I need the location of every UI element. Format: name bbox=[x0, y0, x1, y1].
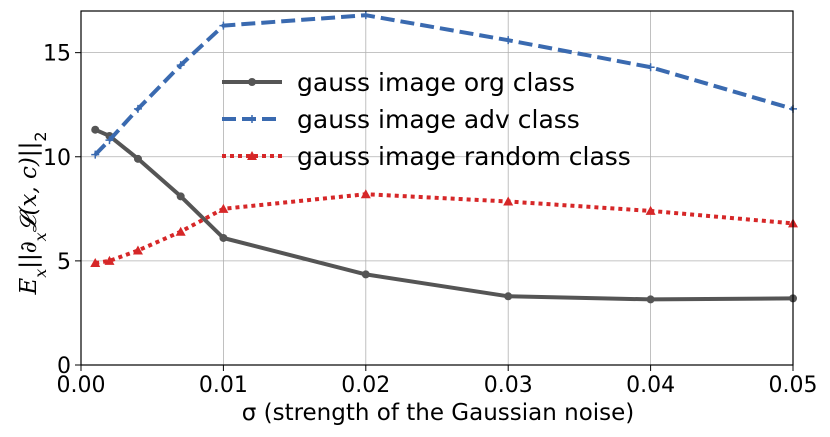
y-tick-label: 10 bbox=[43, 146, 71, 171]
data-point bbox=[504, 292, 513, 301]
series-line bbox=[94, 192, 794, 265]
data-point bbox=[645, 205, 656, 215]
x-tick-label: 0.05 bbox=[769, 373, 818, 398]
legend-item: gauss image org class bbox=[222, 68, 575, 97]
data-point bbox=[176, 61, 185, 70]
y-axis-ticks: 0 5 10 15 bbox=[43, 42, 81, 379]
legend-item: gauss image random class bbox=[222, 142, 631, 171]
data-point bbox=[360, 189, 371, 199]
data-point bbox=[219, 21, 228, 30]
legend-marker bbox=[248, 78, 256, 86]
x-axis-label: σ (strength of the Gaussian noise) bbox=[242, 400, 635, 426]
data-point bbox=[646, 63, 655, 72]
x-axis-ticks: 0.00 0.01 0.02 0.03 0.04 0.05 bbox=[57, 365, 818, 398]
x-tick-label: 0.01 bbox=[199, 373, 248, 398]
data-point bbox=[104, 255, 115, 265]
data-point bbox=[90, 257, 101, 267]
y-label-e: E bbox=[16, 278, 42, 296]
legend-item: gauss image adv class bbox=[222, 105, 580, 134]
data-point bbox=[176, 192, 185, 201]
data-point bbox=[503, 196, 514, 206]
series-layer bbox=[90, 11, 798, 304]
x-tick-label: 0.00 bbox=[57, 373, 106, 398]
x-tick-label: 0.04 bbox=[626, 373, 675, 398]
data-point bbox=[91, 150, 100, 159]
x-tick-label: 0.03 bbox=[484, 373, 533, 398]
data-point bbox=[175, 226, 186, 236]
plot-frame bbox=[80, 10, 794, 366]
y-label-norm-sub: 2 bbox=[31, 131, 50, 141]
data-point bbox=[133, 104, 142, 113]
y-label-partial-sub: x bbox=[31, 232, 50, 241]
y-label-bars-open: || bbox=[16, 253, 42, 269]
legend-label: gauss image adv class bbox=[297, 105, 580, 134]
data-point bbox=[504, 36, 513, 45]
y-label-bars-close: || bbox=[16, 142, 42, 158]
data-point bbox=[132, 245, 143, 255]
data-point bbox=[361, 11, 370, 20]
data-point bbox=[361, 270, 370, 279]
series-2 bbox=[91, 11, 797, 159]
data-point bbox=[646, 295, 655, 304]
data-point bbox=[219, 233, 228, 242]
legend-label: gauss image org class bbox=[297, 68, 575, 97]
data-point bbox=[218, 203, 229, 213]
y-label-e-sub: x bbox=[31, 269, 50, 278]
legend: gauss image org class gauss image adv cla… bbox=[222, 68, 631, 171]
data-point bbox=[133, 154, 142, 163]
y-axis-label: Ex||∂x𝓛(x, c)||2 bbox=[16, 131, 50, 295]
legend-marker bbox=[248, 115, 256, 123]
y-tick-label: 5 bbox=[57, 250, 71, 275]
legend-label: gauss image random class bbox=[297, 142, 631, 171]
data-point bbox=[105, 136, 114, 145]
grid bbox=[80, 11, 794, 366]
y-tick-label: 15 bbox=[43, 42, 71, 67]
x-tick-label: 0.02 bbox=[341, 373, 390, 398]
y-tick-label: 0 bbox=[57, 354, 71, 379]
data-point bbox=[91, 125, 100, 134]
y-label-partial: ∂ bbox=[16, 241, 42, 253]
y-label-args: (x, c) bbox=[16, 157, 42, 215]
legend-marker bbox=[247, 151, 257, 160]
series-3 bbox=[90, 189, 798, 267]
